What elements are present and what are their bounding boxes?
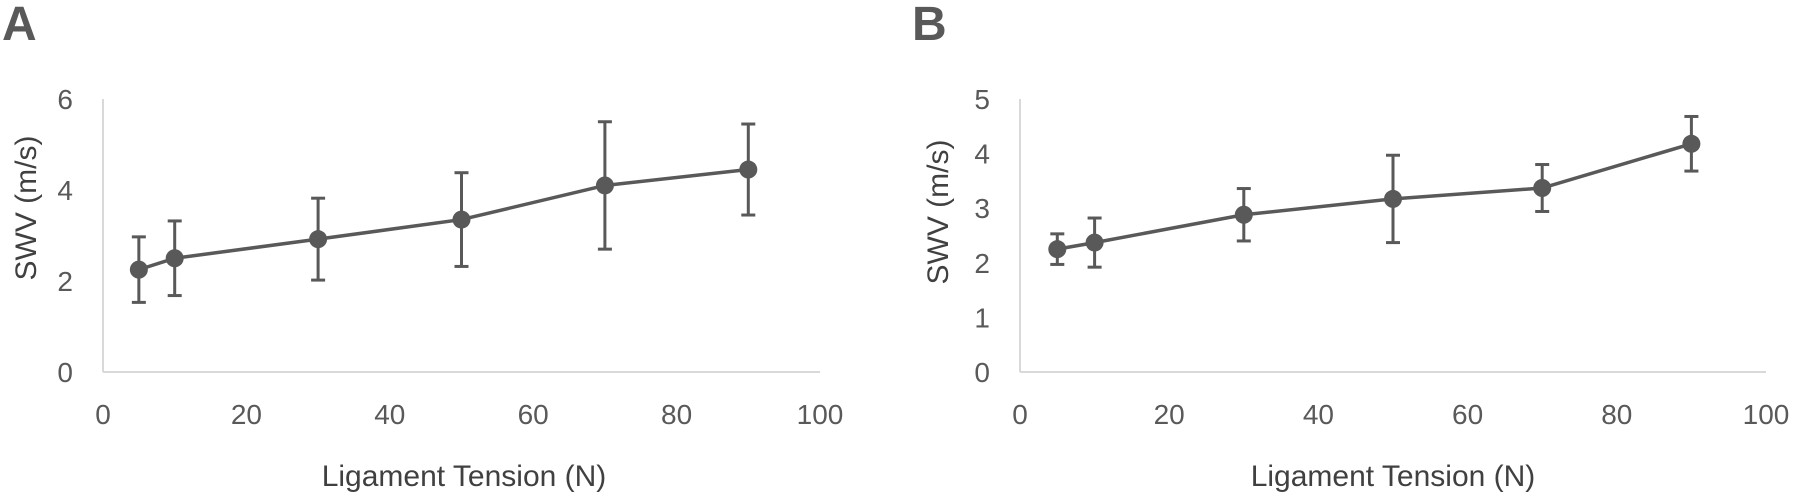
x-tick-label: 80 [661, 399, 692, 430]
data-point [1682, 134, 1701, 153]
x-axis-title-b: Ligament Tension (N) [1251, 460, 1536, 493]
panel-label-b: B [912, 0, 947, 51]
panel-label-a: A [2, 0, 37, 51]
y-tick-label: 4 [57, 175, 73, 206]
data-point [1533, 178, 1552, 197]
series-line [138, 167, 749, 272]
chart-panel-a: A Ligament Tension (N) SWV (m/s) 0 20 40 60… [2, 0, 843, 493]
y-tick-label: 2 [974, 248, 990, 279]
y-tick-label: 5 [974, 84, 990, 115]
y-axis-title-a: SWV (m/s) [10, 136, 43, 281]
y-tick-label: 1 [974, 302, 990, 333]
data-point [1085, 233, 1104, 252]
x-tick-label: 20 [231, 399, 262, 430]
x-tick-label: 80 [1601, 399, 1632, 430]
data-point [739, 160, 758, 179]
y-tick-label: 6 [57, 84, 73, 115]
x-tick-label: 60 [1452, 399, 1483, 430]
data-point [452, 210, 471, 229]
chart-panel-b: B Ligament Tension (N) SWV (m/s) 0 20 40 60… [912, 0, 1789, 493]
y-tick-label: 0 [974, 357, 990, 388]
series-line [1056, 142, 1692, 251]
data-point [309, 230, 328, 249]
y-tick-label: 3 [974, 193, 990, 224]
data-point [595, 176, 614, 195]
x-tick-label: 0 [1012, 399, 1028, 430]
x-axis-title-a: Ligament Tension (N) [322, 460, 607, 493]
data-point [1234, 205, 1253, 224]
data-point [165, 249, 184, 268]
x-tick-label: 100 [797, 399, 844, 430]
y-tick-label: 2 [57, 266, 73, 297]
y-tick-label: 0 [57, 357, 73, 388]
x-tick-label: 20 [1154, 399, 1185, 430]
y-axis-title-b: SWV (m/s) [922, 140, 955, 285]
x-tick-label: 60 [518, 399, 549, 430]
data-point [129, 260, 148, 279]
data-point [1384, 189, 1402, 208]
x-tick-label: 40 [374, 399, 405, 430]
x-tick-label: 100 [1743, 399, 1790, 430]
data-point [1048, 240, 1067, 259]
x-tick-label: 40 [1303, 399, 1334, 430]
x-tick-label: 0 [95, 399, 111, 430]
y-tick-label: 4 [974, 139, 990, 170]
